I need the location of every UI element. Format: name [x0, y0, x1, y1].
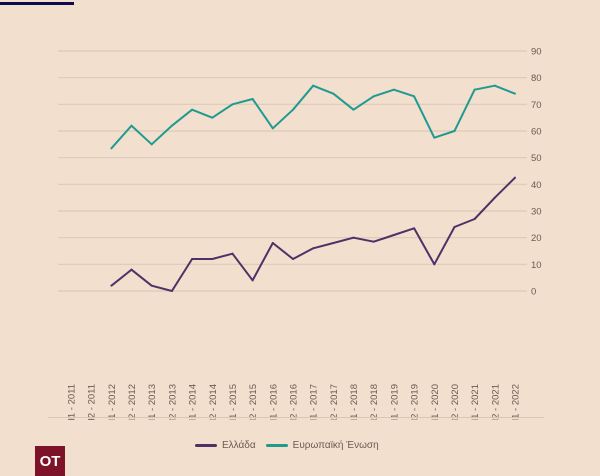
data-point	[170, 290, 173, 292]
series-line-0	[110, 176, 516, 292]
data-point	[473, 88, 476, 91]
y-tick-label: 20	[531, 233, 542, 244]
data-point	[191, 258, 194, 260]
data-point	[413, 95, 416, 98]
y-tick-label: 50	[531, 153, 542, 164]
legend-label: Ευρωπαϊκή Ένωση	[292, 440, 379, 451]
x-tick-label: H1 - 2013	[147, 384, 158, 420]
data-point	[130, 268, 133, 271]
x-tick-label: H2 - 2014	[208, 384, 219, 420]
x-tick-label: H1 - 2011	[67, 384, 78, 420]
y-tick-label: 30	[531, 207, 542, 218]
data-point	[271, 242, 274, 244]
y-tick-label: 60	[531, 127, 542, 138]
data-point	[372, 95, 375, 98]
data-point	[191, 108, 194, 111]
x-tick-label: H2 - 2013	[167, 384, 178, 420]
x-tick-label: H1 - 2015	[228, 384, 239, 420]
data-point	[312, 247, 315, 250]
x-tick-label: H2 - 2018	[369, 384, 380, 420]
data-point	[352, 108, 355, 111]
x-tick-label: H2 - 2011	[87, 384, 98, 420]
x-tick-label: H1 - 2012	[107, 384, 118, 420]
x-tick-label: H1 - 2022	[511, 384, 522, 420]
data-point	[211, 116, 214, 119]
x-tick-label: H1 - 2017	[309, 384, 320, 420]
y-tick-label: 90	[531, 47, 542, 58]
data-point	[433, 136, 436, 139]
x-tick-label: H1 - 2020	[430, 384, 441, 420]
data-point	[251, 98, 254, 100]
data-point	[453, 130, 456, 132]
data-point	[413, 227, 416, 230]
data-point	[231, 252, 234, 255]
data-point	[211, 258, 214, 260]
data-point	[352, 236, 355, 239]
data-point	[372, 240, 375, 243]
legend: Ελλάδα Ευρωπαϊκή Ένωση	[195, 440, 379, 451]
x-tick-label: H2 - 2017	[329, 384, 340, 420]
data-point	[150, 143, 153, 146]
data-point	[271, 127, 274, 130]
legend-item-greece: Ελλάδα	[195, 440, 256, 451]
data-point	[392, 88, 395, 91]
x-tick-label: H2 - 2021	[490, 384, 501, 420]
x-tick-label: H1 - 2019	[389, 384, 400, 420]
data-point	[110, 147, 113, 150]
x-tick-label: H1 - 2018	[349, 384, 360, 420]
series-line-1	[110, 84, 516, 149]
x-tick-label: H1 - 2021	[470, 384, 481, 420]
data-point	[514, 176, 516, 179]
x-tick-label: H2 - 2012	[127, 384, 138, 420]
ot-logo: OT	[35, 446, 65, 476]
data-point	[332, 92, 335, 95]
y-tick-label: 10	[531, 260, 542, 271]
legend-swatch	[195, 444, 217, 447]
data-point	[130, 124, 133, 127]
x-tick-label: H2 - 2020	[450, 384, 461, 420]
data-point	[493, 84, 496, 87]
data-point	[170, 124, 173, 127]
x-tick-label: H2 - 2016	[289, 384, 300, 420]
data-point	[150, 284, 153, 287]
x-tick-label: H1 - 2016	[268, 384, 279, 420]
divider	[48, 417, 544, 418]
data-point	[231, 103, 234, 106]
data-point	[110, 284, 113, 287]
data-point	[312, 84, 315, 87]
data-point	[292, 108, 294, 111]
data-point	[332, 242, 335, 244]
y-tick-label: 70	[531, 100, 542, 111]
legend-item-eu: Ευρωπαϊκή Ένωση	[265, 440, 379, 451]
data-point	[392, 234, 395, 236]
data-point	[473, 218, 476, 220]
legend-label: Ελλάδα	[222, 440, 256, 451]
data-point	[493, 196, 496, 199]
data-point	[292, 258, 294, 260]
y-tick-label: 40	[531, 180, 542, 191]
line-chart: 0 10 20 30 40 50 60 70 80 90 H1 - 2011 H2 - 2011 H1 …	[58, 47, 542, 420]
data-point	[514, 92, 516, 95]
top-accent-bar	[0, 2, 74, 5]
legend-swatch	[265, 444, 288, 447]
x-tick-label: H1 - 2014	[188, 384, 199, 420]
y-tick-label: 80	[531, 73, 542, 84]
data-point	[453, 226, 456, 228]
data-point	[433, 263, 436, 266]
x-tick-label: H2 - 2019	[410, 384, 421, 420]
x-tick-label: H2 - 2015	[248, 384, 259, 420]
y-tick-label: 0	[531, 287, 536, 298]
data-point	[251, 279, 254, 282]
